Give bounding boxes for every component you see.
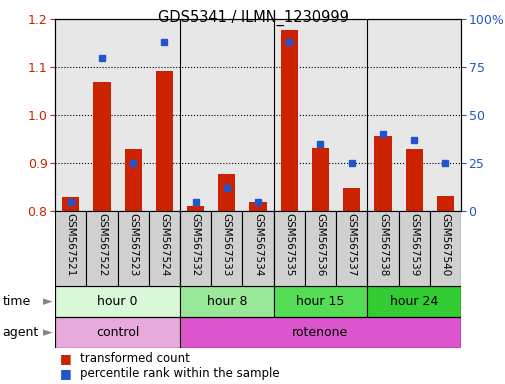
Bar: [429, 19, 460, 211]
Text: GSM567535: GSM567535: [284, 214, 294, 277]
Text: GSM567537: GSM567537: [346, 214, 356, 277]
Text: ►: ►: [42, 326, 52, 339]
Bar: [86, 19, 117, 211]
Bar: [249, 202, 266, 211]
Bar: [55, 211, 86, 286]
Bar: [273, 19, 305, 211]
Bar: [398, 211, 429, 286]
Bar: [55, 286, 180, 317]
Bar: [218, 174, 235, 211]
Bar: [335, 211, 367, 286]
Text: hour 8: hour 8: [206, 295, 246, 308]
Bar: [148, 211, 180, 286]
Bar: [242, 19, 273, 211]
Text: GSM567521: GSM567521: [66, 214, 76, 277]
Bar: [436, 196, 453, 211]
Bar: [148, 19, 180, 211]
Text: ■: ■: [60, 352, 72, 365]
Bar: [242, 211, 273, 286]
Text: GSM567540: GSM567540: [439, 214, 449, 277]
Text: control: control: [96, 326, 139, 339]
Bar: [280, 30, 297, 211]
Bar: [180, 286, 273, 317]
Bar: [367, 211, 398, 286]
Text: GSM567539: GSM567539: [409, 214, 418, 277]
Text: hour 15: hour 15: [296, 295, 344, 308]
Bar: [342, 188, 360, 211]
Bar: [305, 19, 335, 211]
Bar: [180, 317, 460, 348]
Bar: [124, 149, 141, 211]
Bar: [398, 19, 429, 211]
Text: hour 0: hour 0: [97, 295, 137, 308]
Bar: [93, 81, 111, 211]
Bar: [305, 211, 335, 286]
Text: rotenone: rotenone: [292, 326, 348, 339]
Text: hour 24: hour 24: [389, 295, 437, 308]
Text: GSM567538: GSM567538: [377, 214, 387, 277]
Text: time: time: [3, 295, 31, 308]
Bar: [273, 286, 367, 317]
Bar: [117, 211, 148, 286]
Text: percentile rank within the sample: percentile rank within the sample: [80, 367, 280, 379]
Bar: [211, 211, 242, 286]
Text: GSM567522: GSM567522: [97, 214, 107, 277]
Bar: [180, 211, 211, 286]
Bar: [55, 317, 180, 348]
Bar: [180, 19, 211, 211]
Text: GSM567534: GSM567534: [252, 214, 263, 277]
Bar: [86, 211, 117, 286]
Bar: [374, 136, 391, 211]
Text: ■: ■: [60, 367, 72, 379]
Bar: [187, 206, 204, 211]
Bar: [367, 19, 398, 211]
Bar: [156, 71, 173, 211]
Bar: [311, 148, 328, 211]
Text: GSM567523: GSM567523: [128, 214, 138, 277]
Bar: [55, 19, 86, 211]
Bar: [429, 211, 460, 286]
Text: GSM567533: GSM567533: [221, 214, 231, 277]
Text: ►: ►: [42, 295, 52, 308]
Bar: [335, 19, 367, 211]
Bar: [62, 197, 79, 211]
Text: agent: agent: [3, 326, 39, 339]
Text: GSM567536: GSM567536: [315, 214, 325, 277]
Bar: [211, 19, 242, 211]
Text: GSM567524: GSM567524: [159, 214, 169, 277]
Bar: [117, 19, 148, 211]
Text: GDS5341 / ILMN_1230999: GDS5341 / ILMN_1230999: [157, 10, 348, 26]
Bar: [405, 149, 422, 211]
Bar: [273, 211, 305, 286]
Text: transformed count: transformed count: [80, 352, 190, 365]
Text: GSM567532: GSM567532: [190, 214, 200, 277]
Bar: [367, 286, 460, 317]
